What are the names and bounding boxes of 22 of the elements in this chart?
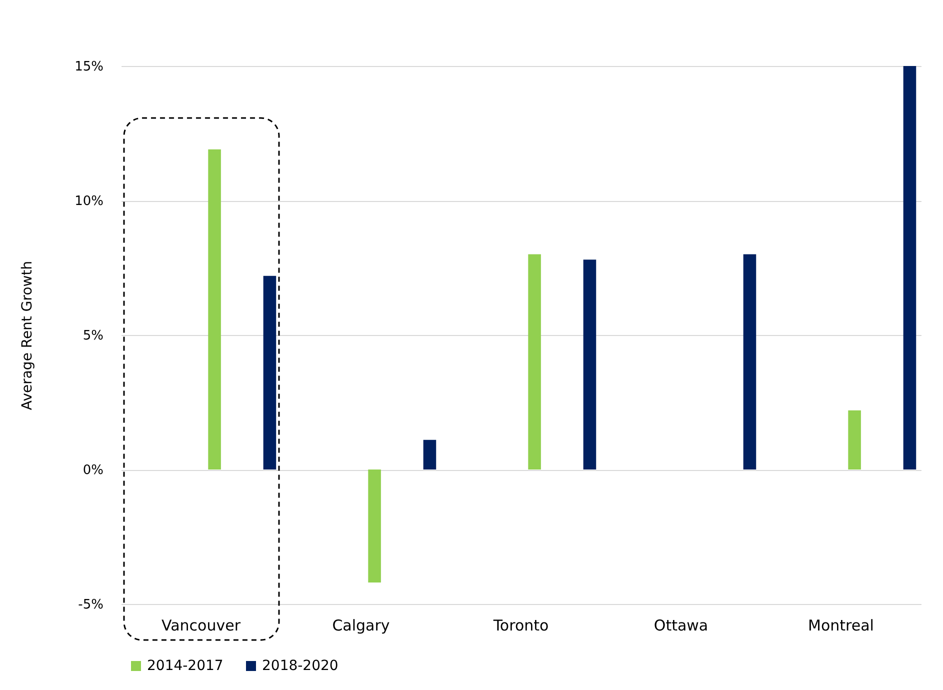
x-tick-label: Toronto (492, 616, 549, 634)
bar (528, 254, 541, 470)
bar (368, 470, 381, 582)
legend-label: 2014-2017 (147, 658, 224, 674)
bar (423, 440, 436, 470)
x-tick-label: Montreal (808, 616, 874, 634)
y-tick-label: 15% (74, 60, 104, 74)
y-axis-title: Average Rent Growth (20, 260, 36, 410)
x-tick-label: Ottawa (654, 616, 708, 634)
y-tick-label: 5% (82, 328, 104, 344)
bar (743, 254, 756, 470)
bar (583, 260, 596, 470)
bar (263, 276, 276, 470)
y-tick-label: -5% (78, 598, 104, 612)
x-tick-label: Calgary (332, 616, 390, 634)
bar (903, 66, 916, 470)
x-tick-label: Vancouver (162, 616, 242, 634)
bar (208, 149, 221, 470)
y-tick-label: 10% (74, 194, 104, 209)
y-tick-label: 0% (82, 463, 104, 478)
legend-label: 2018-2020 (262, 658, 338, 674)
bar (848, 410, 861, 470)
